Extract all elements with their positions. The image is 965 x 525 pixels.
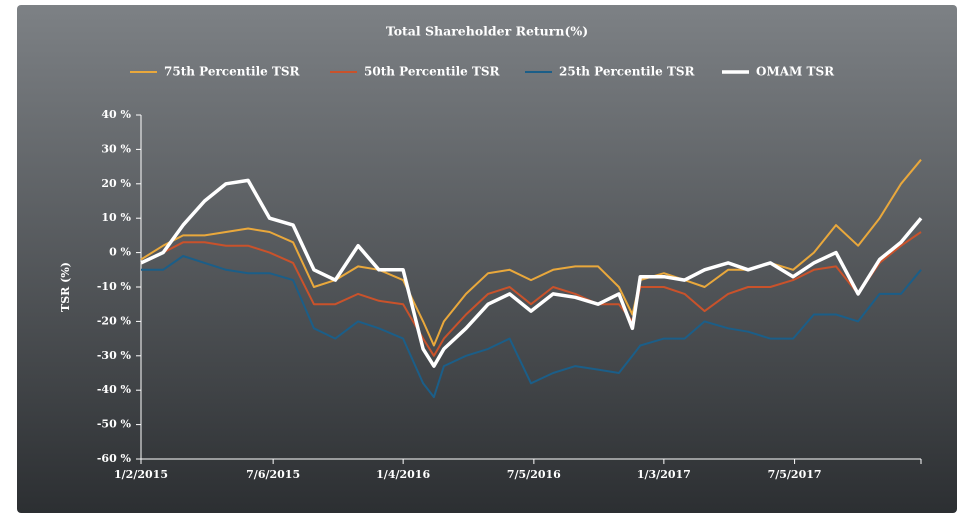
legend-label: 25th Percentile TSR <box>559 65 696 79</box>
y-tick-label: -40 % <box>97 383 132 396</box>
series-line <box>140 159 922 347</box>
legend-label: 75th Percentile TSR <box>164 65 301 79</box>
y-axis-label: TSR (%) <box>59 262 72 312</box>
x-tick-label: 7/5/2016 <box>507 468 561 481</box>
x-tick-label: 1/3/2017 <box>637 468 691 481</box>
y-tick-label: 10 % <box>101 211 131 224</box>
x-tick-label: 1/4/2016 <box>376 468 430 481</box>
y-tick-label: 0 % <box>109 246 131 259</box>
chart-title: Total Shareholder Return(%) <box>386 24 588 39</box>
series-line <box>141 255 922 399</box>
series-line <box>140 231 922 357</box>
y-tick-label: 30 % <box>101 142 131 155</box>
legend-label: 50th Percentile TSR <box>364 65 501 79</box>
chart-panel <box>17 5 957 513</box>
x-tick-label: 7/6/2015 <box>246 468 300 481</box>
x-tick-label: 7/5/2017 <box>768 468 822 481</box>
y-tick-label: -20 % <box>97 314 132 327</box>
y-tick-label: -50 % <box>97 418 132 431</box>
y-tick-label: -30 % <box>97 349 132 362</box>
series-line <box>140 178 923 368</box>
y-tick-label: -10 % <box>97 280 132 293</box>
y-tick-label: 40 % <box>101 108 131 121</box>
x-tick-label: 1/2/2015 <box>114 468 168 481</box>
y-tick-label: -60 % <box>97 452 132 465</box>
y-tick-label: 20 % <box>101 177 131 190</box>
legend-label: OMAM TSR <box>756 65 835 79</box>
